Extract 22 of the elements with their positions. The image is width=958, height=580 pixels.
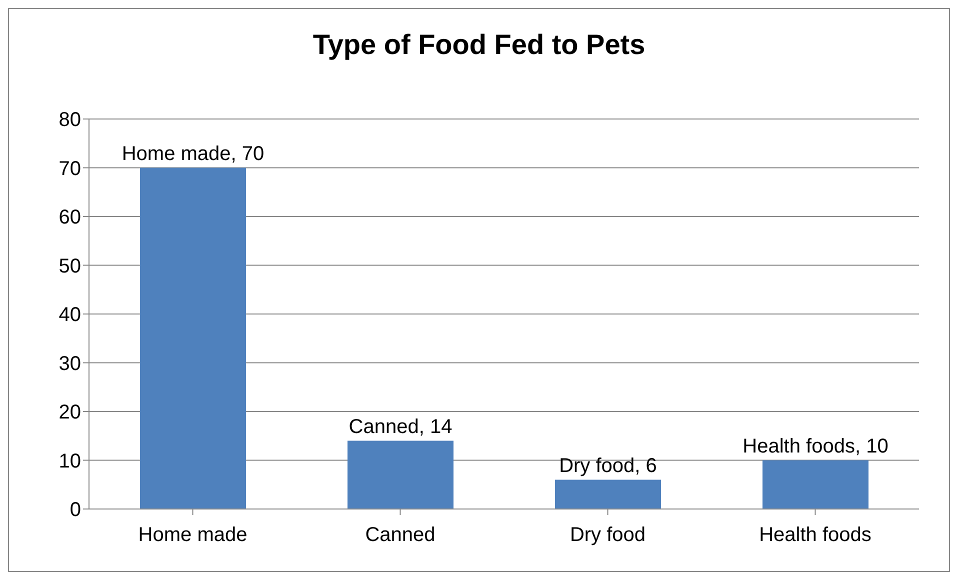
y-tick-label: 10 <box>58 450 81 472</box>
y-tick-label: 60 <box>58 206 81 229</box>
bar <box>140 168 246 509</box>
y-tick-label: 20 <box>58 402 81 424</box>
x-tick-label: Home made <box>138 524 248 546</box>
x-tick-label: Health foods <box>759 524 872 546</box>
data-label: Dry food, 6 <box>559 454 657 477</box>
bar <box>348 440 454 509</box>
y-tick-label: 50 <box>58 255 81 278</box>
y-tick-label: 70 <box>58 158 81 180</box>
bar <box>762 460 868 509</box>
data-label: Health foods, 10 <box>742 435 888 458</box>
y-tick-label: 80 <box>58 109 81 132</box>
bar <box>555 480 661 509</box>
x-tick-label: Canned <box>365 524 436 546</box>
y-tick-label: 30 <box>58 352 81 375</box>
y-tick-label: 40 <box>58 304 81 326</box>
y-tick-label: 0 <box>70 499 81 522</box>
data-label: Home made, 70 <box>122 142 264 165</box>
data-label: Canned, 14 <box>348 416 452 438</box>
chart-title: Type of Food Fed to Pets <box>312 28 646 62</box>
x-tick-label: Dry food <box>570 524 646 546</box>
